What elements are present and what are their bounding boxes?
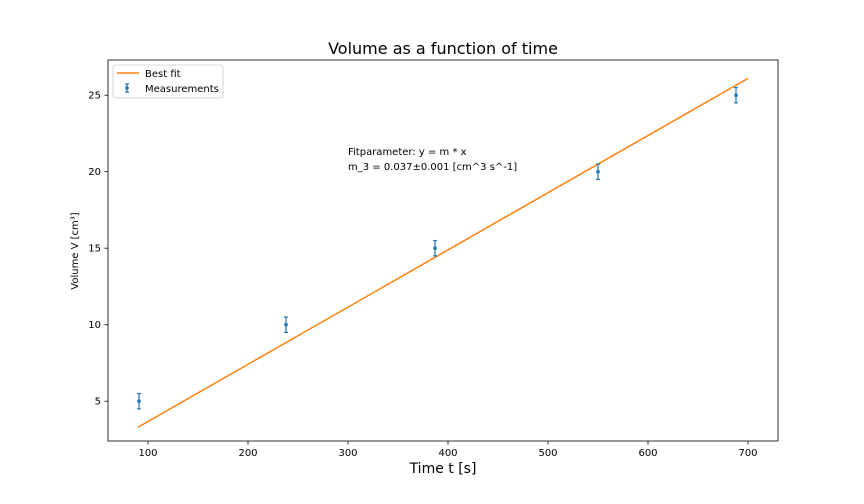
measurement-marker — [137, 399, 141, 404]
measurement-point — [596, 163, 600, 180]
best-fit-line — [137, 77, 749, 428]
legend-box — [112, 64, 224, 99]
x-tick-label: 500 — [538, 448, 557, 459]
plot-frame — [107, 59, 779, 442]
x-axis: 100 200 300 400 500 600 700 — [138, 441, 758, 459]
legend-label-measurements: Measurements — [145, 84, 219, 95]
fit-annotation-line1: Fitparameter: y = m * x — [348, 147, 467, 158]
measurement-marker — [433, 246, 437, 251]
x-tick-label: 300 — [338, 448, 357, 459]
fit-annotation-line2: m_3 = 0.037±0.001 [cm^3 s^-1] — [348, 162, 517, 173]
y-axis: 5 10 15 20 25 — [88, 91, 108, 408]
x-tick-label: 100 — [138, 448, 157, 459]
measurement-point — [284, 316, 288, 333]
measurement-marker — [596, 169, 600, 174]
x-tick-label: 400 — [438, 448, 457, 459]
y-tick-label: 15 — [88, 244, 101, 255]
x-tick-label: 700 — [738, 448, 757, 459]
measurement-point — [433, 239, 437, 257]
x-tick-label: 200 — [238, 448, 257, 459]
y-tick-label: 25 — [88, 91, 101, 102]
y-axis-label: Volume V [cm³] — [70, 212, 81, 290]
measurement-point — [137, 392, 141, 410]
x-tick-label: 600 — [638, 448, 657, 459]
series-layer — [137, 77, 749, 428]
measurement-marker — [284, 322, 288, 327]
legend-errorbar-swatch — [125, 83, 129, 93]
chart-title: Volume as a function of time — [328, 39, 558, 58]
legend-label-best-fit: Best fit — [145, 69, 181, 80]
y-tick-label: 5 — [95, 397, 101, 408]
y-tick-label: 20 — [88, 167, 101, 178]
legend-marker — [125, 86, 129, 90]
measurement-point — [734, 86, 738, 104]
legend: Best fit Measurements — [112, 64, 224, 99]
x-axis-label: Time t [s] — [409, 461, 477, 477]
measurement-marker — [734, 93, 738, 97]
y-tick-label: 10 — [88, 320, 101, 331]
